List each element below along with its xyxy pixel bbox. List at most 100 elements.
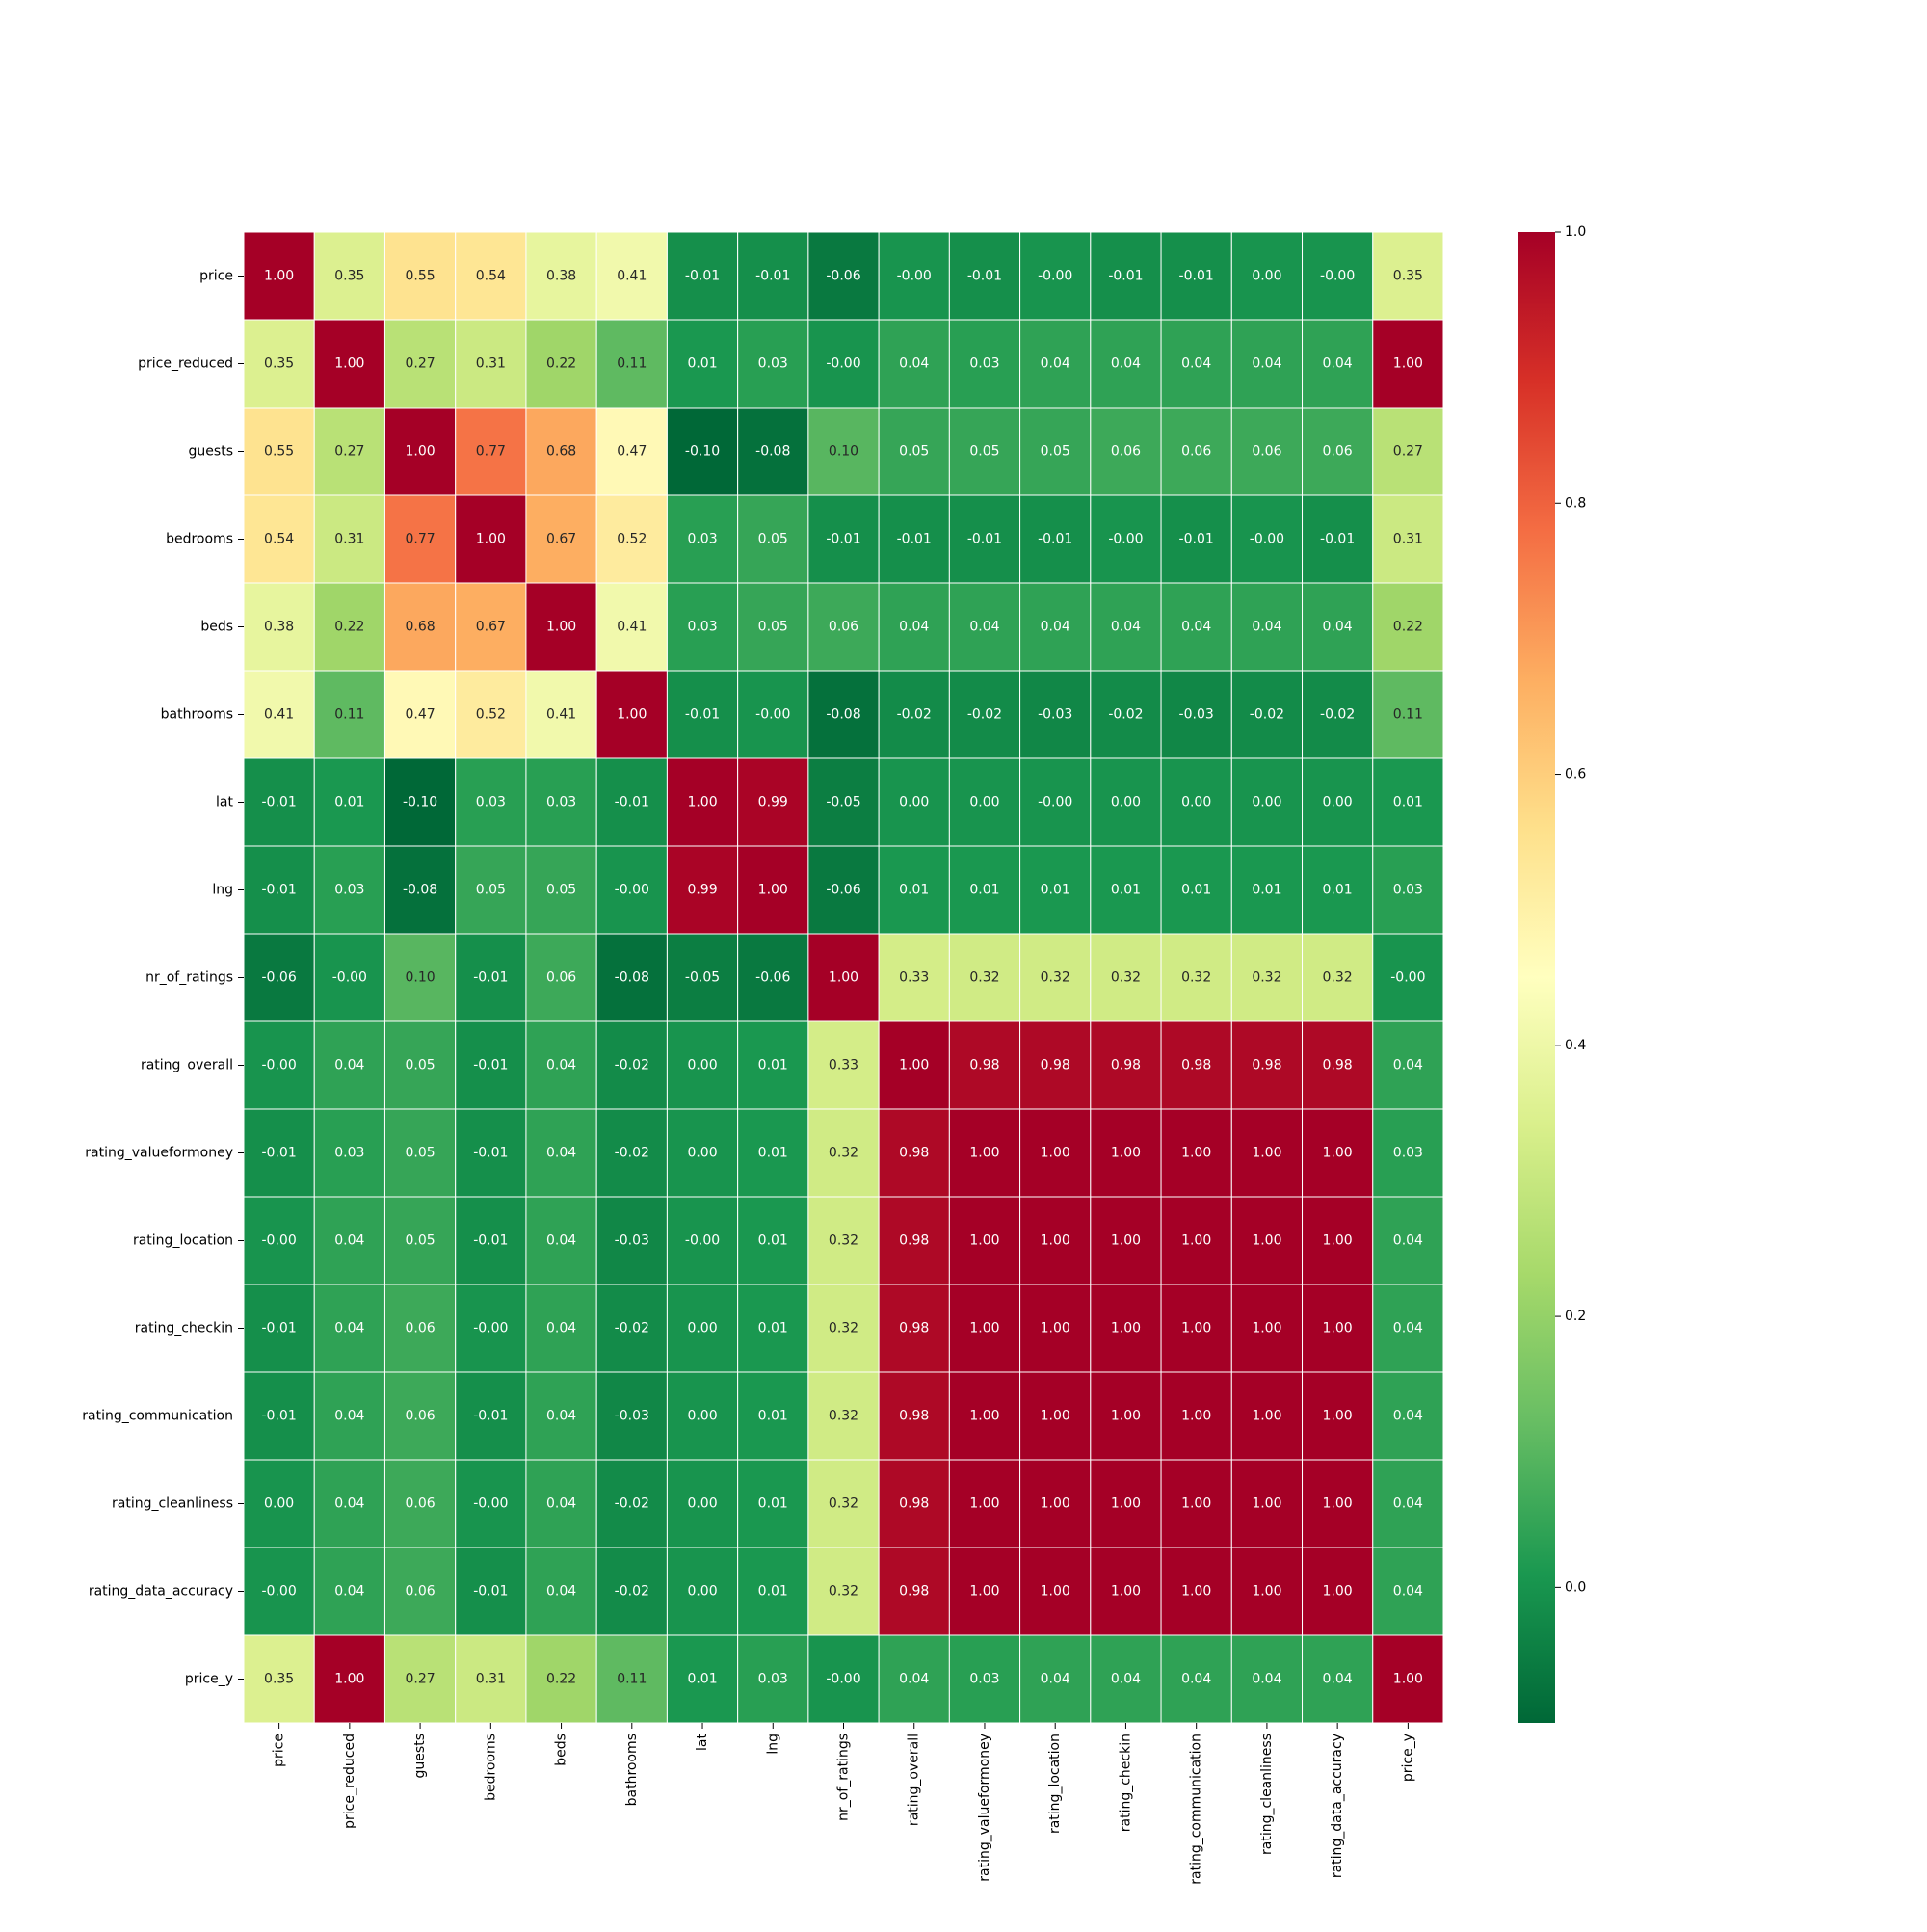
heatmap-cell [383,1547,457,1636]
heatmap-cell [1230,845,1304,935]
heatmap-cell [807,1284,880,1373]
heatmap-cell [737,1196,809,1285]
cell-annotation: 0.98 [899,1584,929,1600]
heatmap-cell [525,494,597,584]
cell-annotation: -0.01 [897,532,932,547]
cell-annotation: -0.01 [1108,269,1143,284]
cell-annotation: 1.00 [1323,1409,1353,1424]
cell-annotation: 0.01 [1252,883,1281,898]
cell-annotation: -0.00 [1108,532,1143,547]
cell-annotation: 0.32 [829,1496,858,1512]
heatmap-cell [243,1196,315,1285]
heatmap-cell [807,1547,880,1636]
cell-annotation: 0.32 [829,1146,858,1161]
heatmap-cell [1160,933,1232,1022]
heatmap-cell [1019,231,1092,321]
cell-annotation: 0.04 [1041,357,1070,372]
cell-annotation: -0.05 [826,795,860,810]
cell-annotation: -0.01 [473,1146,508,1161]
x-tick-label: guests [412,1734,428,1778]
heatmap-cell [807,1634,880,1724]
cell-annotation: 0.98 [969,1058,999,1073]
x-tick-label: lng [765,1734,780,1755]
cell-annotation: 0.00 [1181,795,1211,810]
heatmap-cell [595,319,668,409]
heatmap-cell [595,670,668,759]
cell-annotation: 0.22 [334,620,364,635]
cell-annotation: -0.01 [685,269,720,284]
cell-annotation: 0.05 [758,620,788,635]
heatmap-cell [1372,1108,1444,1198]
cell-annotation: -0.01 [1179,532,1214,547]
colorbar: 0.0 0.2 0.4 0.6 0.8 1.0 [1518,225,1586,1723]
cell-annotation: 0.04 [546,1584,576,1600]
heatmap-cell [525,582,597,672]
heatmap-cell [595,1547,668,1636]
cell-annotation: 0.06 [406,1321,436,1337]
heatmap-cell [313,1371,385,1461]
heatmap-cell [313,582,385,672]
cell-annotation: 1.00 [1252,1146,1281,1161]
heatmap-cell [737,231,809,321]
cell-annotation: 1.00 [969,1584,999,1600]
heatmap-cell [948,933,1021,1022]
cell-annotation: 0.27 [406,357,436,372]
cell-annotation: 0.11 [617,1672,647,1687]
heatmap-cell [878,494,950,584]
heatmap-cell [1302,1459,1374,1548]
heatmap-cell [243,1547,315,1636]
x-tick-label: price_reduced [342,1734,357,1829]
cell-annotation: 0.04 [334,1233,364,1249]
heatmap-cell [1090,231,1162,321]
cell-annotation: 0.67 [546,532,576,547]
cell-annotation: -0.03 [1038,707,1072,723]
heatmap-cell [1090,582,1162,672]
heatmap-cell [595,757,668,847]
cell-annotation: 1.00 [1111,1409,1141,1424]
heatmap-cell [455,231,527,321]
heatmap-cell [243,1020,315,1110]
heatmap-cell [455,407,527,496]
cell-annotation: 0.41 [617,620,647,635]
cell-annotation: 0.04 [1323,1672,1353,1687]
heatmap-cell [807,1371,880,1461]
y-tick-label: guests [189,444,233,460]
cell-annotation: 0.06 [829,620,858,635]
heatmap-cell [948,1108,1021,1198]
cell-annotation: 1.00 [1252,1584,1281,1600]
heatmap-cell [948,582,1021,672]
heatmap-cell [948,1020,1021,1110]
cell-annotation: -0.02 [1108,707,1143,723]
cell-annotation: 0.32 [829,1233,858,1249]
cell-annotation: 0.04 [546,1409,576,1424]
y-tick-label: rating_checkin [135,1321,233,1337]
heatmap-cell [807,933,880,1022]
cell-annotation: 0.04 [546,1321,576,1337]
cell-annotation: -0.00 [1250,532,1284,547]
heatmap-cell [525,1371,597,1461]
heatmap-cell [1160,319,1232,409]
cell-annotation: 0.35 [264,357,294,372]
cell-annotation: -0.08 [755,444,790,460]
cell-annotation: 0.03 [969,357,999,372]
cell-annotation: 0.22 [1393,620,1423,635]
cell-annotation: 1.00 [758,883,788,898]
heatmap-cell [666,1108,739,1198]
heatmap-cell [1019,845,1092,935]
cell-annotation: 0.98 [1252,1058,1281,1073]
cell-annotation: 1.00 [334,357,364,372]
cell-annotation: 0.98 [899,1321,929,1337]
colorbar-tick-label: 0.0 [1565,1579,1586,1595]
heatmap-cell [1090,1634,1162,1724]
heatmap-cell [948,845,1021,935]
cell-annotation: 0.98 [1323,1058,1353,1073]
cell-annotation: 0.55 [264,444,294,460]
cell-annotation: 0.04 [1323,357,1353,372]
cell-annotation: 0.32 [829,1321,858,1337]
cell-annotation: -0.03 [615,1233,649,1249]
heatmap-cell [525,1020,597,1110]
heatmap-cell [1090,845,1162,935]
heatmap-cell [1230,933,1304,1022]
